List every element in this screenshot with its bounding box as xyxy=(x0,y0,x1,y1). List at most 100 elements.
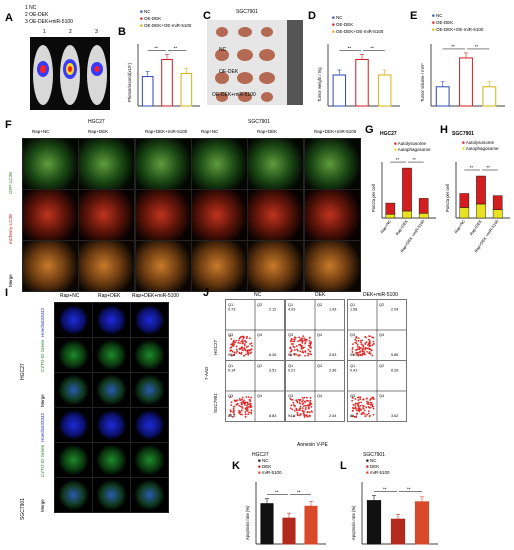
flow-event-dot xyxy=(359,398,362,401)
panel-f-micrograph xyxy=(78,189,135,241)
flow-event-dot xyxy=(369,335,371,338)
panel-d-legend-combo: ■ OE-DEK+OE-miR-5100 xyxy=(332,29,384,34)
flow-event-dot xyxy=(246,408,249,410)
flow-event-dot xyxy=(289,407,292,410)
flow-event-dot xyxy=(237,339,240,342)
panel-label-f: F xyxy=(5,119,12,131)
flow-event-dot xyxy=(292,338,294,341)
flow-event-dot xyxy=(243,343,246,345)
flow-event-dot xyxy=(369,403,372,406)
flow-event-dot xyxy=(367,406,370,408)
flow-event-dot xyxy=(306,404,308,407)
flow-event-dot xyxy=(369,353,372,355)
flow-event-dot xyxy=(310,353,313,356)
flow-event-dot xyxy=(299,344,302,347)
panel-j-xlabel: Annexin V-PE xyxy=(297,442,328,448)
flow-event-dot xyxy=(229,410,232,413)
flow-event-dot xyxy=(243,399,245,402)
flow-event-dot xyxy=(299,407,301,410)
stack-1-0 xyxy=(459,193,470,208)
flow-event-dot xyxy=(304,338,307,341)
flow-event-dot xyxy=(247,403,250,406)
flow-event-dot xyxy=(358,351,360,354)
flow-event-dot xyxy=(363,409,366,412)
panel-f-micrograph xyxy=(247,240,304,292)
flow-event-dot xyxy=(361,412,364,415)
panel-j-flow-svg: Q14.03 Q2 1.43 Q3 90.9 Q4 3.63 xyxy=(286,300,344,360)
flow-event-dot xyxy=(298,343,300,346)
flow-event-dot xyxy=(302,347,305,349)
flow-event-dot xyxy=(238,351,241,354)
flow-event-dot xyxy=(305,406,307,409)
flow-event-dot xyxy=(354,404,356,406)
flow-event-dot xyxy=(249,343,251,345)
flow-event-dot xyxy=(298,336,301,339)
flow-event-dot xyxy=(306,411,309,414)
flow-event-dot xyxy=(291,398,294,401)
flow-event-dot xyxy=(309,399,312,402)
flow-event-dot xyxy=(238,337,241,340)
sig-label-1: ** xyxy=(275,490,279,495)
panel-f-micrograph xyxy=(247,138,304,190)
flow-event-dot xyxy=(239,347,242,350)
panel-f-col-label-1: Rap+DEK xyxy=(88,129,109,134)
quadrant-name: Q4 xyxy=(257,333,262,337)
flow-event-dot xyxy=(295,399,298,402)
flow-event-dot xyxy=(248,411,250,414)
flow-event-dot xyxy=(241,396,244,399)
flow-event-dot xyxy=(238,397,241,400)
flow-event-dot xyxy=(359,347,361,350)
flow-event-dot xyxy=(298,398,300,401)
flow-event-dot xyxy=(241,340,244,343)
quadrant-percentage: 2.36 xyxy=(329,369,336,373)
quadrant-name: Q4 xyxy=(257,394,262,398)
flow-event-dot xyxy=(292,343,295,345)
panel-h-legend-autolysosome: ■ Autolysosome xyxy=(462,140,494,145)
flow-event-dot xyxy=(229,335,231,337)
flow-event-dot xyxy=(249,337,251,340)
flow-event-dot xyxy=(229,409,232,412)
flow-event-dot xyxy=(235,348,238,351)
flow-event-dot xyxy=(308,342,311,345)
flow-event-dot xyxy=(244,415,247,418)
flow-event-dot xyxy=(293,338,296,341)
panel-i-micrograph xyxy=(92,337,131,373)
flow-event-dot xyxy=(239,413,242,416)
flow-event-dot xyxy=(361,350,364,353)
flow-event-dot xyxy=(357,399,360,402)
flow-event-dot xyxy=(366,350,369,353)
flow-event-dot xyxy=(240,353,243,355)
flow-event-dot xyxy=(352,409,354,412)
flow-event-dot xyxy=(372,405,375,408)
panel-label-a: A xyxy=(5,12,13,24)
stack-0-2 xyxy=(418,213,429,219)
panel-f-group-sgc7901: SGC7901 xyxy=(248,119,270,125)
flow-event-dot xyxy=(351,346,354,349)
sig-label-2: ** xyxy=(486,165,490,170)
flow-event-dot xyxy=(356,396,359,399)
panel-j-ylabel: 7-AAD xyxy=(204,366,209,380)
panel-f-micrograph xyxy=(191,138,248,190)
flow-event-dot xyxy=(358,410,361,413)
quadrant-name: Q3 xyxy=(228,394,233,398)
flow-event-dot xyxy=(237,410,240,412)
flow-event-dot xyxy=(360,401,363,404)
flow-event-dot xyxy=(371,396,374,399)
panel-i-micrograph xyxy=(92,302,131,338)
quadrant-name: Q2 xyxy=(317,303,322,307)
flow-event-dot xyxy=(359,350,362,353)
flow-event-dot xyxy=(305,396,308,399)
flow-event-dot xyxy=(351,415,354,418)
flow-event-dot xyxy=(290,349,293,352)
panel-f-micrograph xyxy=(22,189,79,241)
flow-event-dot xyxy=(371,349,373,352)
flow-event-dot xyxy=(301,344,303,347)
flow-event-dot xyxy=(307,348,310,351)
flow-event-dot xyxy=(308,337,311,339)
stack-0-0 xyxy=(459,207,470,219)
flow-event-dot xyxy=(361,404,364,407)
flow-event-dot xyxy=(368,345,371,348)
panel-f-micrograph xyxy=(304,240,361,292)
panel-l-title: SGC7901 xyxy=(363,452,385,458)
